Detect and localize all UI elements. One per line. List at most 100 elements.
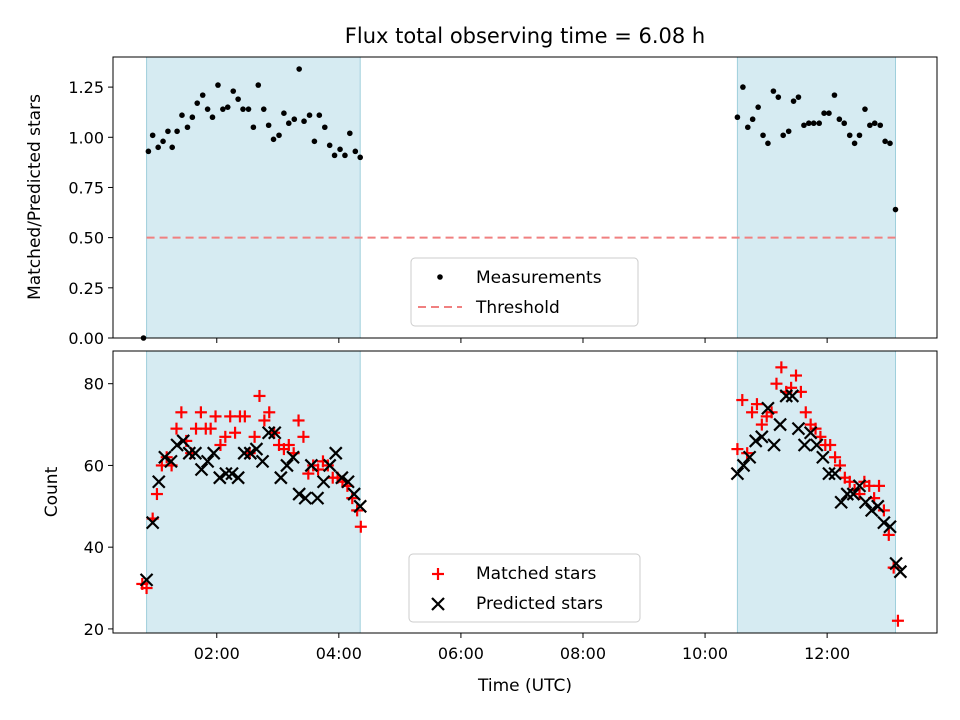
matched-star-point <box>282 439 295 451</box>
predicted-star-point <box>158 450 172 465</box>
observing-window <box>146 350 361 634</box>
predicted-star-point <box>274 470 288 485</box>
measurement-point <box>846 132 853 139</box>
bottom-predicted-points <box>139 389 908 587</box>
matched-star-point <box>209 410 222 423</box>
measurement-point <box>331 152 338 159</box>
predicted-star-point <box>871 499 885 514</box>
measurement-point <box>785 128 792 135</box>
measurement-point <box>149 132 156 139</box>
measurement-point <box>887 140 893 147</box>
predicted-star-point <box>243 446 258 460</box>
predicted-star-point <box>742 450 757 465</box>
observing-window <box>146 56 361 339</box>
measurement-point <box>862 106 868 112</box>
predicted-star-point <box>341 475 355 489</box>
matched-star-point <box>238 410 251 423</box>
predicted-star-point <box>304 458 319 473</box>
predicted-star-point <box>803 425 818 440</box>
matched-star-point <box>253 389 266 402</box>
predicted-star-point <box>322 458 337 473</box>
measurement-point <box>169 144 176 151</box>
predicted-star-point <box>316 475 331 489</box>
measurement-point <box>321 124 328 131</box>
predicted-star-point <box>310 491 325 505</box>
legend-predicted-marker <box>431 597 445 611</box>
y-tick-label: 1.25 <box>68 78 104 97</box>
measurement-point <box>316 112 323 119</box>
matched-star-point <box>750 398 763 411</box>
predicted-star-point <box>219 466 233 481</box>
measurement-point <box>296 66 302 72</box>
matched-star-point <box>258 414 271 427</box>
predicted-star-point <box>206 446 221 460</box>
measurement-point <box>174 128 180 135</box>
predicted-star-point <box>280 458 294 473</box>
y-tick-label: 0.50 <box>68 229 104 248</box>
predicted-star-point <box>809 438 824 452</box>
predicted-star-point <box>883 519 897 534</box>
predicted-star-point <box>213 470 227 485</box>
matched-star-point <box>775 361 788 374</box>
matched-star-point <box>736 394 749 407</box>
bottom-legend: Matched stars Predicted stars <box>408 553 641 623</box>
y-tick-label: 80 <box>84 375 104 394</box>
matched-star-point <box>194 406 207 419</box>
predicted-star-point <box>347 487 361 501</box>
measurement-point <box>749 116 756 123</box>
legend-measurements-marker <box>437 274 443 280</box>
measurement-point <box>245 106 252 112</box>
measurement-point <box>816 120 822 127</box>
predicted-star-point <box>761 401 775 415</box>
legend-matched-label: Matched stars <box>476 564 596 584</box>
legend-matched-marker <box>432 568 444 580</box>
matched-star-point <box>321 459 334 472</box>
measurement-point <box>806 120 812 127</box>
matched-star-point <box>297 430 310 443</box>
predicted-star-point <box>139 573 154 587</box>
predicted-star-point <box>353 499 367 514</box>
predicted-star-point <box>298 491 313 505</box>
x-tick-label: 08:00 <box>560 644 606 663</box>
measurement-point <box>775 94 782 100</box>
predicted-star-point <box>730 466 745 481</box>
bottom-xlabel: Time (UTC) <box>477 676 572 696</box>
measurement-point <box>841 120 848 127</box>
matched-star-point <box>853 488 866 501</box>
matched-star-point <box>150 488 163 501</box>
measurement-point <box>204 106 211 112</box>
measurement-point <box>882 138 888 145</box>
measurement-point <box>326 142 333 149</box>
measurement-point <box>342 152 348 159</box>
y-tick-label: 20 <box>84 620 104 639</box>
matched-star-point <box>354 520 367 533</box>
measurement-point <box>810 120 817 127</box>
measurement-point <box>352 148 359 155</box>
measurement-point <box>250 124 257 131</box>
measurement-point <box>836 116 843 123</box>
matched-star-point <box>824 439 837 451</box>
predicted-star-point <box>846 487 861 501</box>
predicted-star-point <box>335 470 349 485</box>
measurement-point <box>155 144 161 151</box>
top-xticks <box>216 338 828 343</box>
measurement-point <box>770 88 777 94</box>
predicted-star-point <box>858 495 873 509</box>
top-legend: Measurements Threshold <box>410 257 639 327</box>
predicted-star-point <box>249 442 264 456</box>
predicted-star-point <box>877 515 891 530</box>
measurement-point <box>831 92 838 98</box>
matched-star-point <box>741 447 754 460</box>
matched-star-point <box>770 377 783 390</box>
matched-star-point <box>891 614 904 627</box>
matched-star-point <box>877 504 890 517</box>
predicted-star-point <box>176 434 190 448</box>
bottom-yaxis: 20 40 60 80 <box>84 375 113 639</box>
x-tick-label: 06:00 <box>438 644 484 663</box>
predicted-star-point <box>822 466 836 481</box>
measurement-point <box>165 128 171 135</box>
predicted-star-point <box>194 462 209 477</box>
measurement-point <box>194 100 201 106</box>
predicted-star-point <box>182 446 197 460</box>
top-points <box>140 66 899 341</box>
